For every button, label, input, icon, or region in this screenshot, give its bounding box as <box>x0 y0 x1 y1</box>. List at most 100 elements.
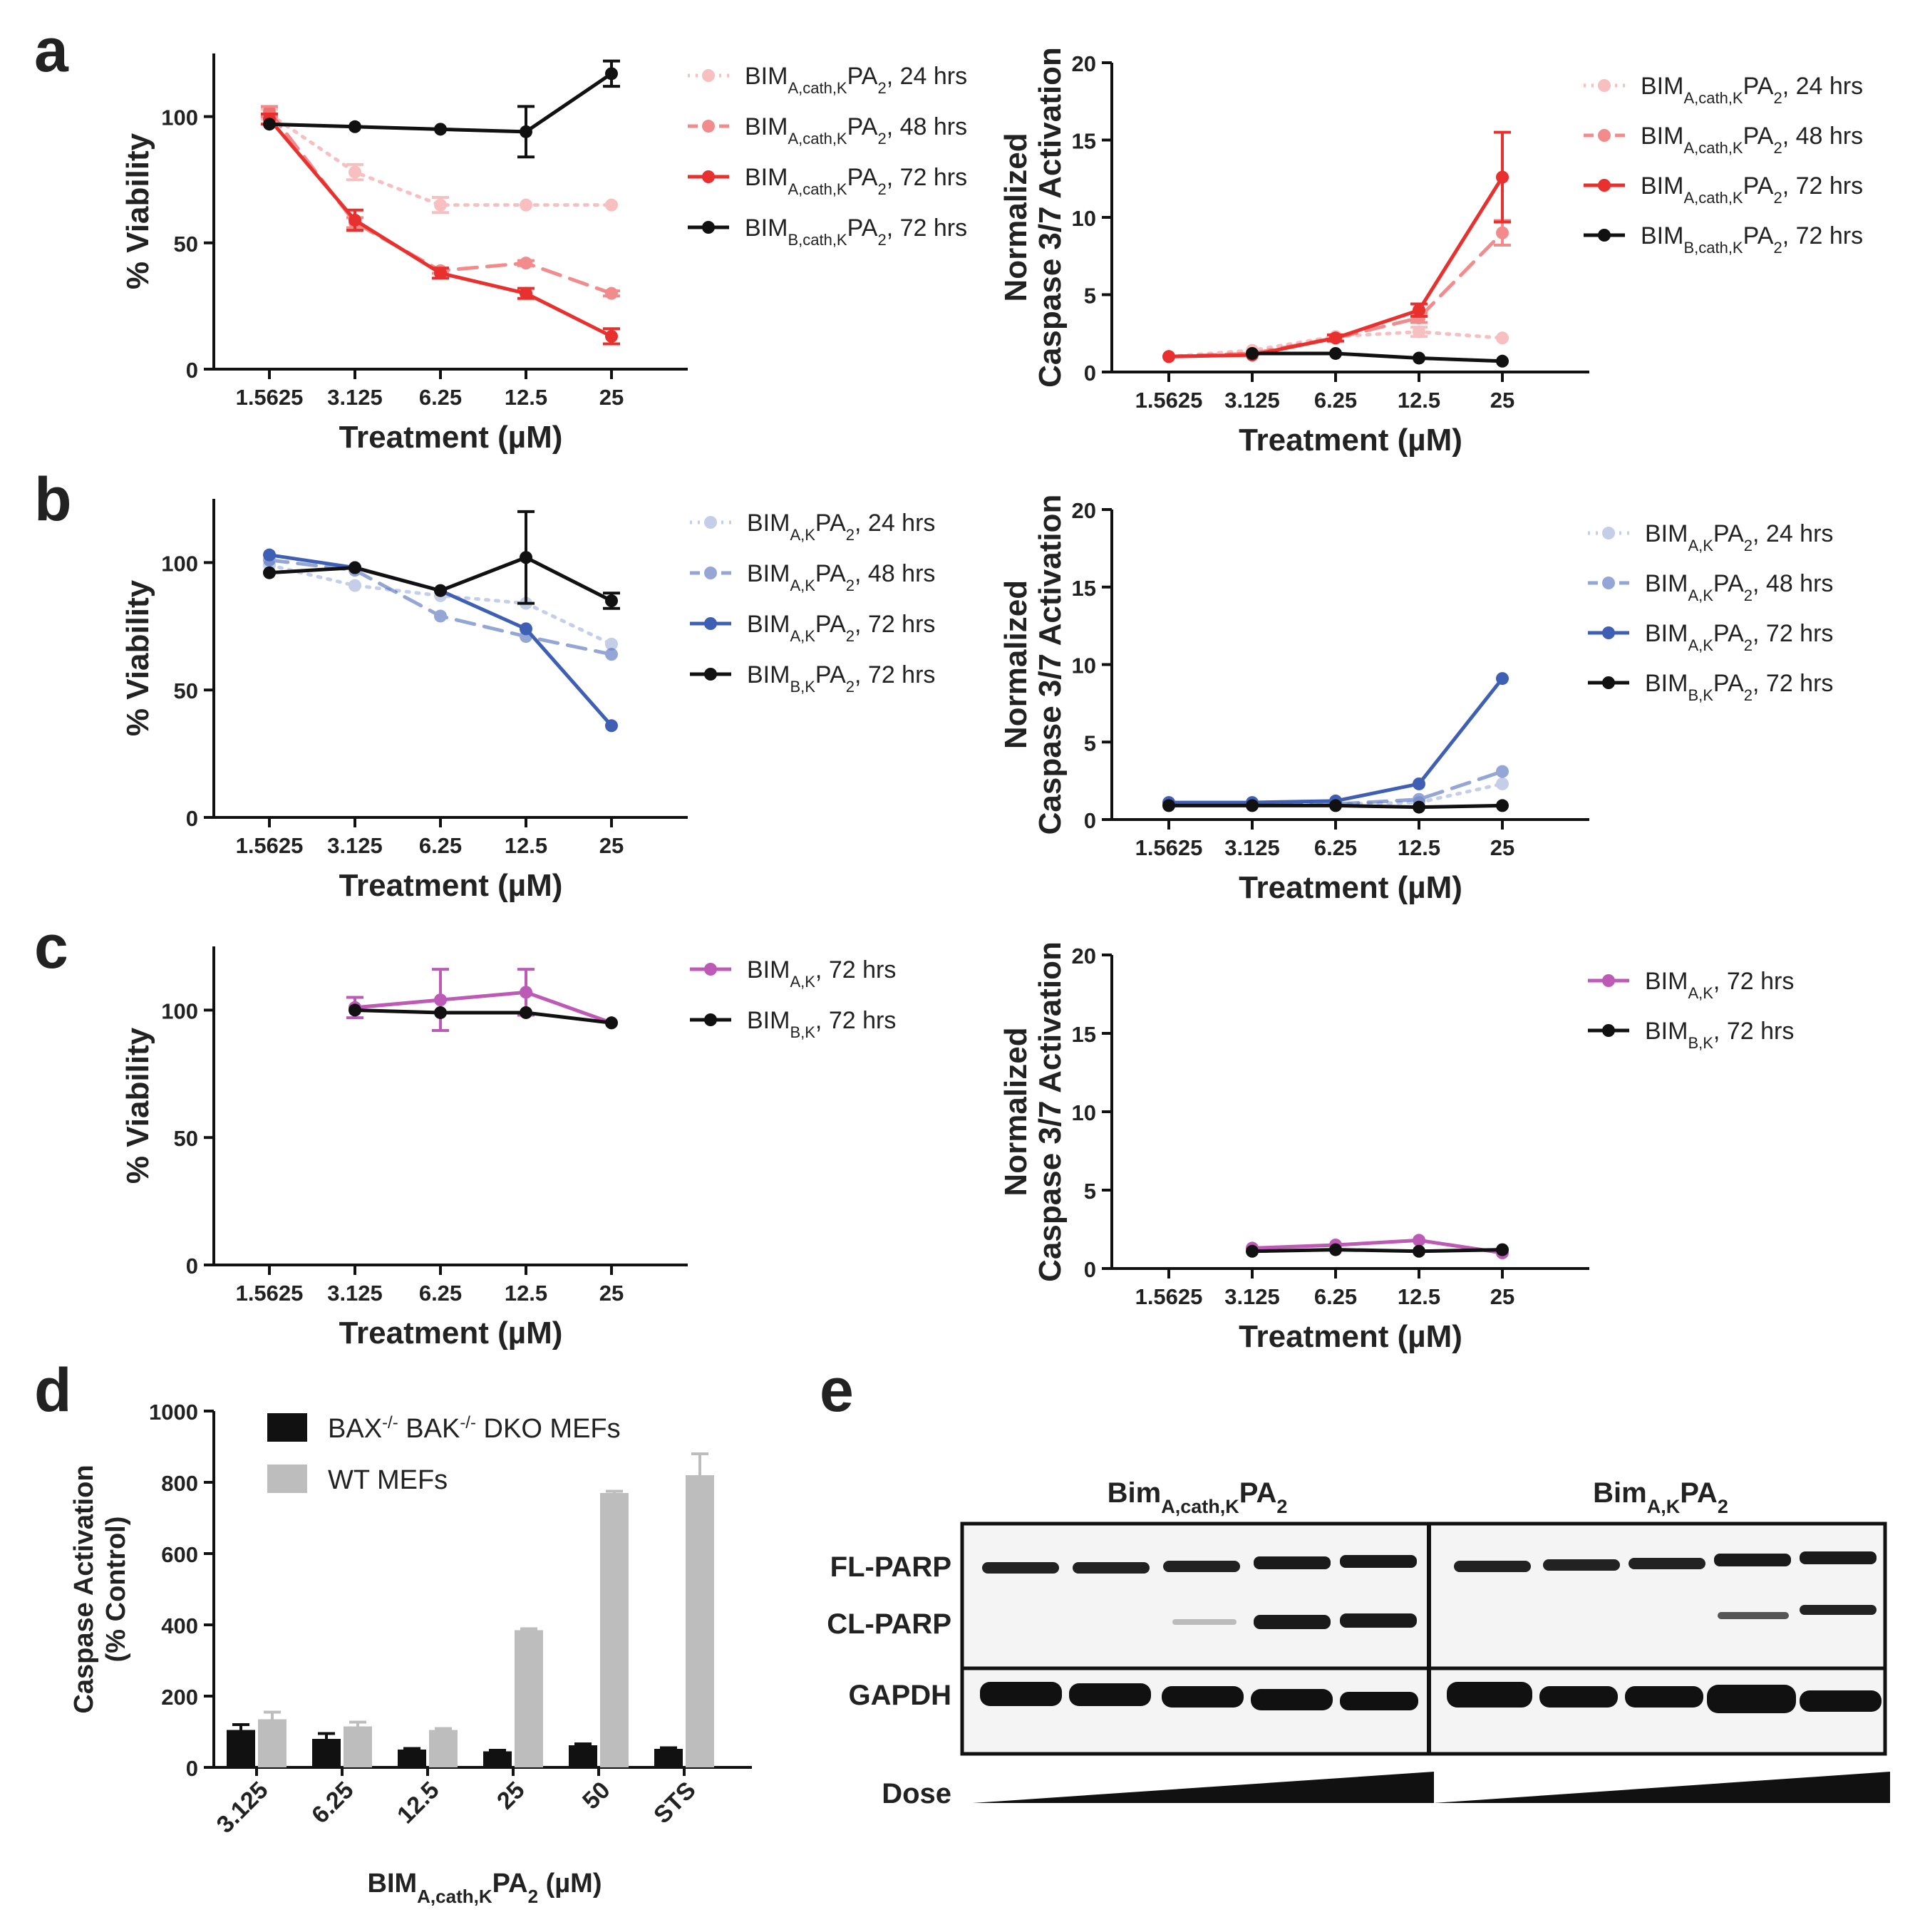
series-3 <box>1246 346 1509 368</box>
legend-entry <box>1584 129 1625 142</box>
data-point <box>434 1006 447 1019</box>
x-tick-label: 1.5625 <box>236 833 304 858</box>
data-point <box>434 993 447 1007</box>
series-3 <box>263 510 620 610</box>
data-point <box>349 579 361 592</box>
y-tick-label: 20 <box>1072 498 1096 523</box>
x-tick-label: 6.25 <box>1314 388 1357 413</box>
y-tick-label: 100 <box>161 105 198 130</box>
y-tick-label: 15 <box>1072 1022 1096 1047</box>
legend-label: BIMA,K, 72 hrs <box>1645 968 1794 1002</box>
band-fl-parp <box>1543 1559 1620 1571</box>
bar <box>600 1493 629 1767</box>
legend-marker <box>1602 1024 1615 1037</box>
x-tick-label: 25 <box>492 1777 530 1815</box>
x-tick-label: 25 <box>1490 835 1514 860</box>
data-point <box>605 1016 618 1030</box>
legend-marker <box>1598 79 1611 92</box>
legend-marker <box>704 567 717 579</box>
data-point <box>1413 1244 1425 1258</box>
series-line <box>1167 175 1504 358</box>
data-point <box>263 118 276 131</box>
legend-entry <box>1584 179 1625 192</box>
legend-entry <box>690 668 731 681</box>
data-point <box>520 286 532 300</box>
series-line <box>267 112 614 207</box>
series-0 <box>346 968 618 1033</box>
data-point <box>520 551 532 564</box>
x-tick-label: 12.5 <box>505 385 547 410</box>
y-axis-label-line-2: Caspase 3/7 Activation <box>1033 941 1068 1282</box>
band-gapdh <box>1447 1682 1532 1708</box>
legend-label: BIMA,KPA2, 72 hrs <box>1645 620 1833 654</box>
bar <box>686 1475 714 1767</box>
legend-label: BIMA,KPA2, 24 hrs <box>747 510 935 544</box>
data-point <box>605 67 618 81</box>
legend-entry <box>1588 1024 1629 1037</box>
y-axis-label: % Viability <box>120 579 155 736</box>
blot-group-1-label: BimA,cath,KPA2 <box>1108 1477 1288 1517</box>
x-tick-label: 12.5 <box>1398 1284 1440 1309</box>
series-3 <box>263 59 620 159</box>
y-tick-label: 50 <box>174 232 198 257</box>
data-point <box>1496 777 1509 790</box>
legend-label: BIMA,KPA2, 24 hrs <box>1645 520 1833 554</box>
legend-entry <box>1588 676 1629 689</box>
legend-label: BIMB,cath,KPA2, 72 hrs <box>745 215 967 249</box>
panel-letter-a: a <box>34 16 69 85</box>
legend-label: BIMA,cath,KPA2, 48 hrs <box>745 113 967 148</box>
x-tick-label: 3.125 <box>1224 388 1280 413</box>
legend-label: BIMB,K, 72 hrs <box>747 1007 896 1041</box>
series-2 <box>1162 130 1511 363</box>
band-cl-parp <box>1718 1612 1789 1619</box>
data-point <box>1329 331 1342 345</box>
y-axis-label-line-2: Caspase 3/7 Activation <box>1033 47 1068 388</box>
x-tick-label: 12.5 <box>505 833 547 858</box>
legend-entry <box>1584 229 1625 242</box>
legend-label: BIMA,KPA2, 48 hrs <box>747 560 935 594</box>
y-tick-label: 10 <box>1072 1100 1096 1125</box>
data-point <box>349 213 361 227</box>
data-point <box>1496 799 1509 812</box>
band-gapdh <box>980 1682 1062 1706</box>
y-axis-label-line-2: (% Control) <box>101 1517 131 1663</box>
x-tick-label: 6.25 <box>419 385 462 410</box>
legend-label: BIMA,cath,KPA2, 48 hrs <box>1641 123 1863 157</box>
legend-marker <box>1602 676 1615 689</box>
y-axis-label: % Viability <box>120 1027 155 1184</box>
y-axis-label: % Viability <box>120 133 155 289</box>
x-tick-label: 1.5625 <box>236 385 304 410</box>
bar <box>344 1726 372 1767</box>
band-gapdh <box>1162 1686 1244 1708</box>
data-point <box>1413 1234 1425 1247</box>
data-point <box>434 198 447 212</box>
band-fl-parp <box>1629 1558 1705 1569</box>
data-point <box>349 1003 361 1017</box>
bar <box>569 1745 597 1767</box>
series-0 <box>263 558 618 651</box>
x-tick-label: 3.125 <box>212 1777 274 1839</box>
legend-label: BIMA,cath,KPA2, 72 hrs <box>745 164 967 198</box>
data-point <box>349 120 361 133</box>
chart-a-viability: 0 50 100 1.5625 3.125 6.25 12.5 25 Treatment (µM… <box>120 53 967 455</box>
legend-marker <box>704 516 717 529</box>
band-cl-parp <box>1172 1619 1237 1625</box>
legend-marker <box>1598 129 1611 142</box>
chart-b-viability: 0 50 100 1.5625 3.125 6.25 12.5 25 Treatment (µM… <box>120 499 935 903</box>
legend-entry <box>688 120 729 133</box>
x-axis-label: Treatment (µM) <box>339 868 563 903</box>
panel-letter-c: c <box>34 913 68 981</box>
y-tick-label: 0 <box>1084 1257 1096 1282</box>
chart-d-bar: 0 200 400 600 800 1000 Caspase Activation (% Co… <box>69 1400 752 1907</box>
band-fl-parp <box>1254 1556 1331 1569</box>
series-line <box>353 1008 614 1025</box>
data-point <box>1496 354 1509 368</box>
legend-swatch <box>267 1465 307 1493</box>
y-tick-label: 20 <box>1072 944 1096 968</box>
western-blot: BimA,cath,KPA2 BimA,KPA2 FL-PARP CL-PARP… <box>827 1477 1890 1809</box>
band-fl-parp <box>1073 1562 1150 1574</box>
data-point <box>434 123 447 136</box>
bar <box>483 1751 512 1767</box>
band-fl-parp <box>1163 1561 1240 1572</box>
x-axis-label: Treatment (µM) <box>339 420 563 455</box>
